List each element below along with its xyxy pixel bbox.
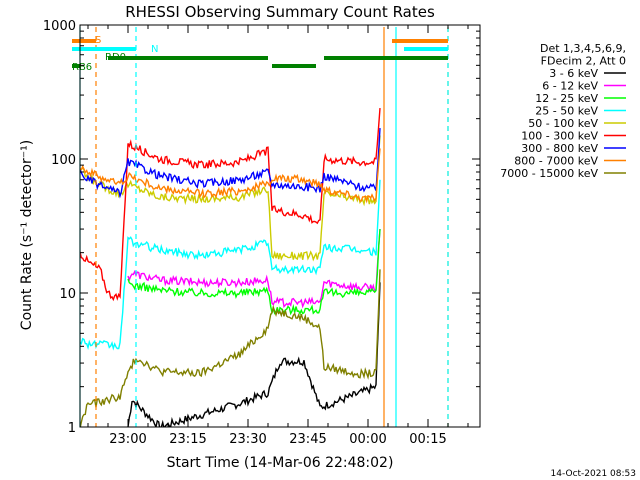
series-line-300-800kev [80,128,381,199]
state-bar-s-0 [72,39,96,43]
legend-header-0: Det 1,3,4,5,6,9, [540,42,626,55]
series-layer [80,108,381,427]
series-line-50-100kev [80,135,381,262]
y-tick-label-2: 100 [51,153,76,168]
state-label-rd0: RD0 [105,52,126,63]
series-line-3-6kev [127,282,381,427]
x-axis-label: Start Time (14-Mar-06 22:48:02) [167,455,394,471]
legend-label-2: 12 - 25 keV [535,92,598,105]
state-bar-rd0-1 [324,56,448,60]
state-label-n: N [151,44,158,55]
state-label-s: S [95,35,101,46]
footer-timestamp: 14-Oct-2021 08:53 [551,469,636,479]
state-bar-s-1 [392,39,448,43]
y-tick-label-3: 1000 [43,19,76,34]
legend-label-3: 25 - 50 keV [535,105,598,118]
x-tick-label-4: 00:00 [349,432,386,447]
series-line-800-7000kev [80,148,381,204]
series-line-25-50kev [80,179,381,351]
legend-header-1: FDecim 2, Att 0 [541,55,626,68]
x-tick-label-3: 23:45 [289,432,326,447]
y-axis-label: Count Rate (s⁻¹ detector⁻¹) [19,140,35,330]
series-line-12-25kev [127,229,381,316]
series-line-7000-15000kev [80,269,381,427]
legend-label-4: 50 - 100 keV [528,117,598,130]
legend: Det 1,3,4,5,6,9,FDecim 2, Att 03 - 6 keV… [500,42,626,180]
legend-label-6: 300 - 800 keV [521,142,598,155]
y-tick-label-1: 10 [59,287,76,302]
vertical-markers [79,27,449,427]
plot-frame [79,24,481,428]
x-tick-label-1: 23:15 [169,432,206,447]
axes: 23:00 23:15 23:30 23:45 00:00 00:15 1 10 100 1000 [43,19,480,447]
state-bar-rb6-0 [72,64,80,68]
x-tick-label-2: 23:30 [229,432,266,447]
x-tick-label-5: 00:15 [409,432,446,447]
legend-label-7: 800 - 7000 keV [514,155,598,168]
state-bar-rd0-0 [108,56,268,60]
state-bar-rb6-1 [272,64,316,68]
legend-label-0: 3 - 6 keV [549,67,598,80]
state-bar-n-0 [72,47,136,51]
state-label-rb6: RB6 [72,62,92,73]
series-line-6-12kev [127,229,381,309]
y-tick-label-0: 1 [68,421,76,436]
series-line-100-300kev [80,108,381,302]
state-bar-n-1 [404,47,448,51]
x-tick-label-0: 23:00 [109,432,146,447]
legend-label-5: 100 - 300 keV [521,130,598,143]
legend-label-8: 7000 - 15000 keV [500,167,598,180]
state-bars: S N RD0 RB6 [72,35,448,73]
legend-label-1: 6 - 12 keV [542,80,598,93]
chart-title: RHESSI Observing Summary Count Rates [125,3,435,21]
